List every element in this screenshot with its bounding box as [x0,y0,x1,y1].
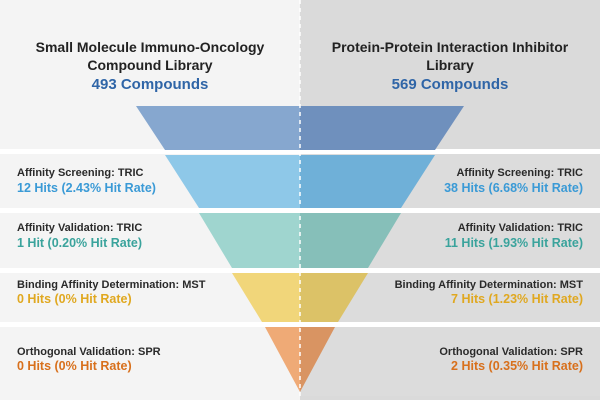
right-library-title: Protein-Protein Interaction Inhibitor Li… [320,38,580,94]
funnel-segment-stage-4-left [265,327,300,392]
stage-4-hits-right: 2 Hits (0.35% Hit Rate) [451,359,583,373]
funnel-segment-stage-3-right [300,273,368,322]
separator [0,322,600,327]
separator [0,149,600,154]
stage-2-label-left: Affinity Validation: TRIC [17,222,143,234]
stage-band-left-4 [0,326,300,396]
left-library-title-line1: Small Molecule Immuno-Oncology [35,39,265,55]
stage-2-hits-left: 1 Hit (0.20% Hit Rate) [17,236,143,250]
stage-2-label-right: Affinity Validation: TRIC [457,222,583,234]
funnel-segment-stage-1-left [165,155,300,208]
right-library-title-line1: Protein-Protein Interaction Inhibitor [331,39,569,55]
stage-3-label-right: Binding Affinity Determination: MST [394,279,583,291]
stage-3-label-left: Binding Affinity Determination: MST [17,279,206,291]
funnel-segment-stage-2-right [300,213,401,268]
stage-4-label-left: Orthogonal Validation: SPR [17,346,161,358]
stage-2-hits-right: 11 Hits (1.93% Hit Rate) [444,236,583,250]
stage-3-hits-left: 0 Hits (0% Hit Rate) [17,292,132,306]
left-library-title: Small Molecule Immuno-Oncology Compound … [20,38,280,94]
stage-4-label-right: Orthogonal Validation: SPR [439,346,583,358]
right-library-title-line2: Library [426,57,474,73]
funnel-segment-library-right [300,106,464,150]
funnel-segment-stage-1-right [300,155,435,208]
funnel-segment-library-left [136,106,300,150]
funnel-segment-stage-4-right [300,327,335,392]
stage-1-hits-left: 12 Hits (2.43% Hit Rate) [17,181,156,195]
stage-1-label-left: Affinity Screening: TRIC [17,167,144,179]
left-library-title-line2: Compound Library [87,57,213,73]
stage-4-hits-left: 0 Hits (0% Hit Rate) [17,359,132,373]
stage-1-hits-right: 38 Hits (6.68% Hit Rate) [444,181,583,195]
stage-3-hits-right: 7 Hits (1.23% Hit Rate) [451,292,583,306]
funnel-segment-stage-3-left [232,273,300,322]
right-library-count: 569 Compounds [391,76,509,93]
stage-1-label-right: Affinity Screening: TRIC [456,167,583,179]
funnel-segment-stage-2-left [199,213,300,268]
separator [0,268,600,273]
stage-band-right-4 [300,326,600,396]
left-library-count: 493 Compounds [91,76,209,93]
